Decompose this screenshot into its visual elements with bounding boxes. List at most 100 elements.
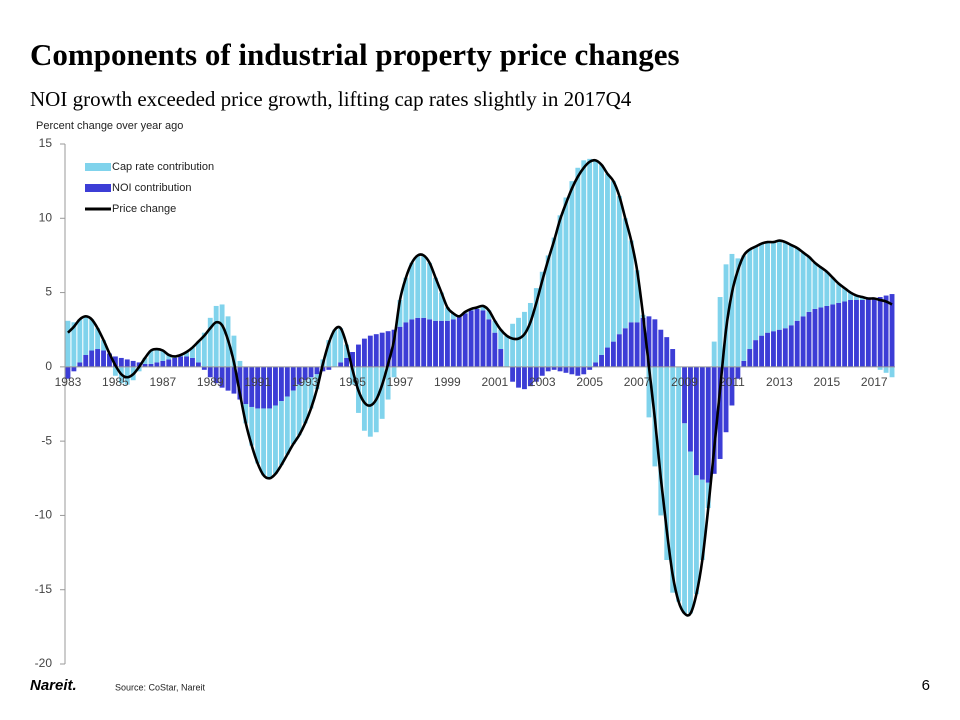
bar — [628, 240, 634, 323]
bar — [356, 344, 361, 367]
bar — [682, 423, 687, 614]
bar — [290, 366, 296, 391]
bar — [705, 366, 711, 483]
bar — [225, 366, 231, 391]
x-tick-label: 1989 — [197, 375, 224, 389]
bar — [350, 352, 355, 367]
bar — [516, 366, 521, 388]
bar — [771, 242, 776, 332]
bar — [788, 245, 794, 326]
bar — [836, 283, 842, 303]
bar — [290, 390, 296, 445]
bar — [717, 297, 723, 367]
bar — [367, 335, 373, 367]
bar — [267, 366, 272, 409]
bar — [450, 313, 456, 320]
bar — [498, 329, 504, 350]
bar — [812, 262, 818, 309]
bar — [759, 243, 765, 336]
bar — [278, 366, 284, 402]
bar — [818, 267, 824, 308]
bar — [462, 313, 468, 367]
bar — [261, 408, 267, 476]
bar — [628, 322, 634, 367]
bar — [842, 301, 848, 367]
y-tick-label: 0 — [45, 359, 52, 373]
bar — [545, 255, 551, 367]
bar — [871, 298, 877, 367]
bar — [95, 328, 101, 350]
bar — [699, 366, 705, 480]
x-tick-label: 2017 — [861, 375, 888, 389]
legend-label: NOI contribution — [112, 182, 191, 194]
bar — [112, 366, 118, 376]
bar — [492, 332, 498, 367]
bar — [569, 366, 575, 375]
bar — [302, 366, 308, 381]
bar — [302, 380, 308, 424]
bar — [510, 366, 516, 382]
bar — [148, 363, 154, 367]
bar — [616, 196, 622, 335]
bar — [729, 366, 735, 406]
bar — [854, 295, 859, 300]
y-axis-label: Percent change over year ago — [36, 120, 183, 132]
x-tick-label: 2005 — [576, 375, 603, 389]
bar — [492, 320, 498, 333]
bar — [486, 319, 492, 367]
bar — [439, 292, 444, 321]
bar — [581, 160, 587, 367]
bar — [670, 366, 676, 593]
bar — [95, 349, 101, 367]
bar — [581, 366, 587, 375]
bar — [326, 340, 332, 367]
bar — [533, 366, 539, 382]
price-line — [67, 158, 893, 617]
bar — [848, 300, 853, 367]
bar — [812, 308, 818, 367]
bar — [551, 237, 557, 367]
bar — [693, 475, 699, 595]
y-tick-label: 5 — [45, 285, 52, 299]
bar — [670, 349, 676, 367]
bar — [498, 349, 504, 367]
bar — [207, 317, 213, 367]
bar — [652, 319, 658, 367]
bar — [65, 366, 71, 379]
y-tick-label: -20 — [35, 656, 53, 670]
x-tick-label: 1999 — [434, 375, 461, 389]
bar — [439, 320, 444, 367]
bar — [711, 366, 717, 474]
bar — [427, 262, 433, 320]
bar — [776, 240, 782, 330]
x-tick-label: 2003 — [529, 375, 556, 389]
legend-label: Cap rate contribution — [112, 161, 214, 173]
bar — [385, 331, 391, 367]
bar — [593, 362, 599, 367]
bar — [599, 354, 604, 367]
bar — [314, 374, 320, 390]
bar — [527, 366, 533, 387]
bar — [765, 332, 770, 367]
logo: Nareit. — [30, 677, 77, 694]
bar — [699, 479, 705, 560]
bar — [800, 252, 806, 317]
bar — [101, 340, 106, 351]
bar — [468, 310, 474, 367]
bar — [782, 328, 788, 367]
bar — [480, 305, 486, 311]
bar — [848, 292, 853, 300]
bar — [284, 366, 290, 397]
bar — [184, 352, 189, 357]
bar — [148, 350, 154, 364]
x-tick-label: 2009 — [671, 375, 698, 389]
bar — [480, 310, 486, 367]
bar — [403, 277, 409, 323]
bar — [688, 366, 693, 452]
bar — [201, 332, 207, 367]
plot: -20 -15 -10 -5 0 5 10 15 1983 1985 1987 1989 1991 199… — [35, 136, 895, 670]
x-tick-label: 1991 — [244, 375, 271, 389]
bar — [71, 322, 77, 367]
bar — [830, 277, 836, 305]
bar — [877, 366, 883, 370]
